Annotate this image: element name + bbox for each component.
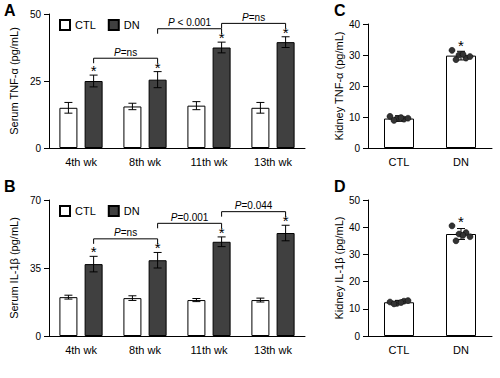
svg-text:A: A	[4, 2, 16, 19]
svg-text:11th wk: 11th wk	[190, 344, 228, 356]
svg-text:< 0.001: < 0.001	[175, 17, 212, 28]
svg-text:D: D	[334, 178, 346, 195]
svg-text:Serum IL-1β (pg/mL): Serum IL-1β (pg/mL)	[8, 217, 20, 319]
svg-text:*: *	[219, 224, 225, 241]
svg-text:Kidney TNF-α (pg/mL): Kidney TNF-α (pg/mL)	[333, 32, 345, 141]
svg-text:*: *	[458, 213, 464, 230]
svg-text:Serum TNF-α (pg/mL): Serum TNF-α (pg/mL)	[8, 27, 20, 135]
svg-text:=ns: =ns	[121, 227, 137, 238]
svg-text:50: 50	[30, 9, 42, 20]
svg-text:*: *	[283, 24, 289, 41]
svg-text:P: P	[242, 11, 249, 23]
svg-text:CTL: CTL	[75, 205, 96, 217]
svg-text:DN: DN	[453, 344, 469, 356]
svg-text:*: *	[458, 37, 464, 54]
svg-text:P: P	[234, 200, 242, 212]
svg-text:=ns: =ns	[249, 12, 265, 23]
svg-text:35: 35	[30, 263, 42, 274]
svg-text:0: 0	[354, 143, 360, 154]
svg-text:*: *	[155, 59, 161, 76]
svg-text:CTL: CTL	[75, 19, 96, 31]
svg-text:40: 40	[349, 222, 361, 233]
svg-text:0: 0	[35, 331, 41, 342]
svg-text:*: *	[219, 29, 225, 46]
svg-text:10: 10	[349, 112, 361, 123]
svg-text:=0.001: =0.001	[178, 212, 209, 223]
svg-text:40: 40	[349, 19, 361, 30]
svg-text:P: P	[114, 227, 121, 239]
svg-text:0: 0	[35, 143, 41, 154]
svg-text:30: 30	[349, 50, 361, 61]
svg-text:=ns: =ns	[121, 47, 137, 58]
svg-text:*: *	[155, 239, 161, 256]
svg-text:CTL: CTL	[389, 344, 410, 356]
svg-text:DN: DN	[124, 205, 140, 217]
svg-text:70: 70	[30, 195, 42, 206]
svg-text:C: C	[334, 2, 346, 19]
svg-text:4th wk: 4th wk	[65, 156, 97, 168]
svg-text:13th wk: 13th wk	[254, 344, 292, 356]
svg-text:4th wk: 4th wk	[65, 344, 97, 356]
svg-text:50: 50	[349, 195, 361, 206]
svg-text:P: P	[170, 211, 178, 223]
svg-text:P: P	[168, 17, 175, 29]
svg-text:*: *	[91, 62, 97, 79]
svg-text:P: P	[114, 46, 121, 58]
svg-text:11th wk: 11th wk	[190, 156, 228, 168]
svg-text:DN: DN	[453, 156, 469, 168]
svg-text:13th wk: 13th wk	[254, 156, 292, 168]
svg-text:25: 25	[30, 76, 42, 87]
svg-text:20: 20	[349, 276, 361, 287]
svg-text:8th wk: 8th wk	[129, 156, 161, 168]
svg-text:10: 10	[349, 303, 361, 314]
svg-text:=0.044: =0.044	[242, 200, 273, 211]
svg-text:Kidney IL-1β (pg/mL): Kidney IL-1β (pg/mL)	[333, 217, 345, 320]
svg-text:20: 20	[349, 81, 361, 92]
svg-text:CTL: CTL	[389, 156, 410, 168]
svg-text:*: *	[283, 212, 289, 229]
svg-text:8th wk: 8th wk	[129, 344, 161, 356]
svg-text:*: *	[91, 243, 97, 260]
svg-text:DN: DN	[124, 19, 140, 31]
svg-text:B: B	[4, 178, 16, 195]
svg-text:0: 0	[354, 331, 360, 342]
svg-text:30: 30	[349, 249, 361, 260]
